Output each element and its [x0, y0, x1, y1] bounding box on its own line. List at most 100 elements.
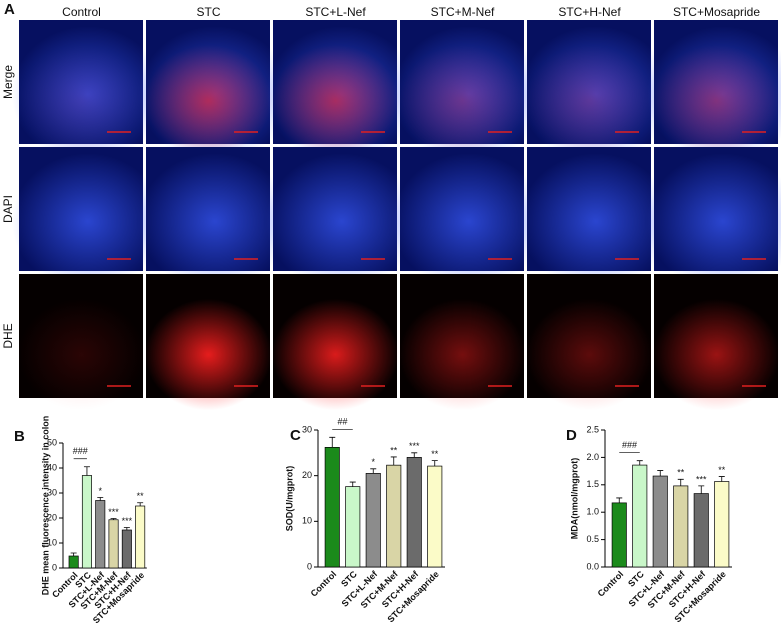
bar [427, 465, 443, 568]
comparison-label: ### [622, 440, 637, 450]
y-tick-label: 0 [307, 561, 312, 571]
tissue-blue [519, 153, 673, 290]
error-bar [677, 478, 684, 486]
significance-label: * [98, 486, 102, 496]
column-header: STC+M-Nef [431, 5, 495, 19]
y-tick-label: 20 [302, 470, 312, 480]
bar [135, 505, 146, 569]
row-label: DHE [1, 323, 15, 348]
column-header: STC+H-Nef [558, 5, 621, 19]
error-bar [657, 470, 664, 477]
error-bar [698, 485, 705, 494]
tissue-blue [392, 153, 546, 290]
bar [68, 555, 79, 569]
error-bar [123, 527, 130, 530]
significance-label: ** [718, 465, 726, 475]
tissue-red [653, 44, 780, 157]
significance-label: *** [122, 516, 133, 526]
y-tick-label: 20 [47, 512, 57, 522]
y-tick-label: 0.5 [586, 534, 599, 544]
bar [632, 464, 648, 568]
error-bar [137, 502, 144, 506]
y-tick-label: 10 [47, 537, 57, 547]
significance-label: ** [431, 449, 439, 459]
error-bar [411, 452, 418, 458]
y-tick-label: 30 [302, 424, 312, 434]
bar [81, 475, 92, 569]
tissue-blue [646, 153, 781, 290]
comparison-label: ### [73, 446, 88, 456]
bar [108, 519, 119, 569]
bar [714, 481, 730, 568]
column-header: STC+Mosapride [673, 5, 760, 19]
significance-label: *** [108, 507, 119, 517]
tissue-red [18, 298, 145, 411]
panel-letter: C [290, 427, 301, 444]
tissue-red [18, 44, 145, 157]
error-bar [616, 497, 623, 503]
error-bar [70, 552, 77, 556]
y-tick-label: 0 [52, 562, 57, 572]
column-header: Control [62, 5, 101, 19]
bar [673, 485, 689, 568]
error-bar [636, 460, 643, 466]
tissue-red [653, 298, 780, 411]
error-bar [390, 456, 397, 466]
significance-label: *** [696, 474, 707, 484]
y-tick-label: 50 [47, 437, 57, 447]
row-label: DAPI [1, 195, 15, 223]
y-tick-label: 10 [302, 516, 312, 526]
error-bar [718, 476, 725, 482]
error-bar [329, 436, 336, 448]
tissue-red [145, 298, 272, 411]
panel-letter: D [566, 427, 577, 444]
y-tick-label: 2.5 [586, 424, 599, 434]
bar [386, 464, 402, 568]
error-bar [370, 468, 377, 474]
significance-label: *** [409, 441, 420, 451]
tissue-blue [11, 153, 165, 290]
panel-letter: B [14, 428, 25, 445]
panel-letter: A [4, 1, 15, 18]
bar [345, 486, 361, 568]
comparison-label: ## [337, 417, 347, 427]
significance-label: ** [137, 491, 145, 501]
tissue-red [272, 44, 399, 157]
bar [406, 457, 422, 568]
bar [121, 529, 132, 569]
y-axis-title: MDA(nmol/mgprot) [569, 458, 579, 539]
row-label: Merge [1, 65, 15, 99]
x-tick-label: Control [309, 569, 339, 599]
x-tick-label: Control [596, 569, 626, 599]
column-header: STC [197, 5, 221, 19]
significance-label: ** [390, 445, 398, 455]
tissue-blue [138, 153, 292, 290]
error-bar [83, 466, 90, 476]
y-tick-label: 40 [47, 462, 57, 472]
tissue-red [526, 44, 653, 157]
y-axis-title: SOD(U/mgprot) [284, 466, 294, 532]
tissue-red [526, 298, 653, 411]
error-bar [97, 497, 104, 501]
bar [652, 475, 668, 568]
y-tick-label: 0.0 [586, 561, 599, 571]
bar [95, 500, 106, 569]
y-axis-title: DHE mean fluorescence intensity in colon [40, 416, 50, 596]
tissue-red [399, 298, 526, 411]
bar [324, 447, 340, 568]
tissue-red [399, 44, 526, 157]
y-tick-label: 30 [47, 487, 57, 497]
y-tick-label: 1.0 [586, 507, 599, 517]
error-bar [431, 460, 438, 467]
y-tick-label: 2.0 [586, 452, 599, 462]
bar [611, 502, 627, 568]
y-tick-label: 1.5 [586, 479, 599, 489]
tissue-blue [265, 153, 419, 290]
tissue-red [145, 44, 272, 157]
significance-label: ** [677, 468, 685, 478]
column-header: STC+L-Nef [305, 5, 366, 19]
bar [365, 473, 381, 568]
tissue-red [272, 298, 399, 411]
bar [693, 493, 709, 568]
